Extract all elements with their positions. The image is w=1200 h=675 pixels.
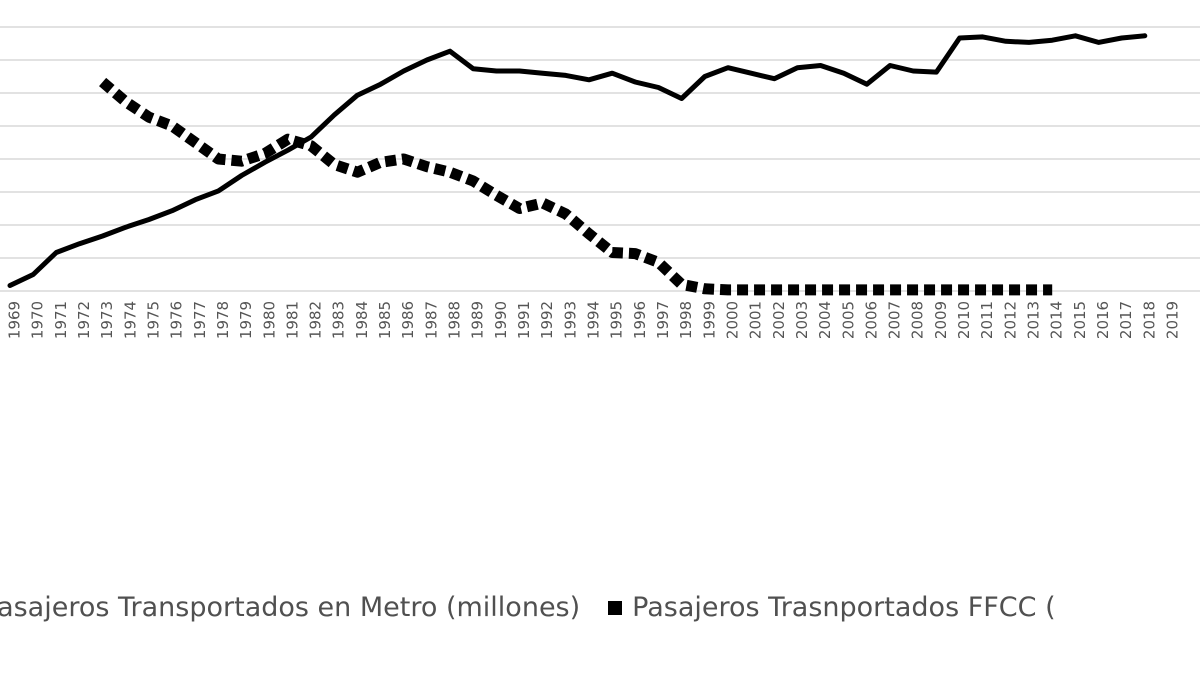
x-tick-label: 1982 [307, 301, 325, 339]
x-tick-label: 1994 [585, 301, 603, 339]
x-tick-label: 1992 [538, 301, 556, 339]
line-chart: 1969 1970 1971 1972 1973 1974 1975 1976 1977 1978… [0, 26, 1200, 339]
x-tick-label: 1979 [237, 301, 255, 339]
x-tick-label: 1974 [121, 301, 139, 339]
x-tick-label: 2008 [909, 301, 927, 339]
x-tick-label: 2004 [816, 301, 834, 339]
x-tick-label: 1972 [75, 301, 93, 339]
x-tick-label: 2005 [839, 301, 857, 339]
x-tick-label: 2007 [886, 301, 904, 339]
x-tick-label: 1985 [376, 301, 394, 339]
x-tick-label: 1986 [399, 301, 417, 339]
x-tick-label: 2012 [1001, 301, 1019, 339]
gridlines [0, 26, 1200, 292]
x-tick-label: 2016 [1094, 301, 1112, 339]
x-tick-label: 2010 [955, 301, 973, 339]
x-tick-label: 1971 [52, 301, 70, 339]
legend-ffcc-label: Pasajeros Trasnportados FFCC ( [632, 592, 1056, 623]
x-tick-label: 2019 [1164, 301, 1182, 339]
x-tick-label: 1991 [515, 301, 533, 339]
series-line-ffcc [99, 77, 1053, 296]
x-tick-label: 2018 [1140, 301, 1158, 339]
x-tick-label: 2000 [723, 301, 741, 339]
x-tick-label: 2009 [932, 301, 950, 339]
x-tick-label: 2015 [1071, 301, 1089, 339]
x-tick-label: 1983 [330, 301, 348, 339]
x-tick-label: 2013 [1025, 301, 1043, 339]
series-layer [7, 33, 1148, 296]
x-tick-label: 1990 [492, 301, 510, 339]
x-axis-tick-labels: 1969 1970 1971 1972 1973 1974 1975 1976 1977 1978… [6, 301, 1182, 339]
x-tick-label: 1973 [98, 301, 116, 339]
x-tick-label: 1981 [283, 301, 301, 339]
x-tick-label: 1997 [654, 301, 672, 339]
x-tick-label: 2002 [770, 301, 788, 339]
legend-metro-label: Pasajeros Transportados en Metro (millon… [0, 592, 581, 623]
x-tick-label: 1976 [168, 301, 186, 339]
x-tick-label: 1995 [608, 301, 626, 339]
x-tick-label: 1980 [260, 301, 278, 339]
x-tick-label: 1989 [469, 301, 487, 339]
x-tick-label: 1978 [214, 301, 232, 339]
x-tick-label: 2017 [1117, 301, 1135, 339]
x-tick-label: 1984 [353, 301, 371, 339]
x-tick-label: 2001 [747, 301, 765, 339]
x-tick-label: 1987 [422, 301, 440, 339]
x-tick-label: 2011 [978, 301, 996, 339]
x-tick-label: 1996 [631, 301, 649, 339]
x-tick-label: 2006 [862, 301, 880, 339]
x-tick-label: 1993 [561, 301, 579, 339]
x-tick-label: 1999 [700, 301, 718, 339]
x-tick-label: 2003 [793, 301, 811, 339]
x-tick-label: 1998 [677, 301, 695, 339]
x-tick-label: 2014 [1048, 301, 1066, 339]
x-tick-label: 1969 [6, 301, 24, 339]
legend: Pasajeros Transportados en Metro (millon… [0, 591, 1056, 623]
x-tick-label: 1977 [191, 301, 209, 339]
series-line-metro [7, 33, 1148, 288]
x-tick-label: 1988 [446, 301, 464, 339]
x-tick-label: 1975 [144, 301, 162, 339]
legend-ffcc-marker [608, 600, 623, 615]
x-tick-label: 1970 [29, 301, 47, 339]
